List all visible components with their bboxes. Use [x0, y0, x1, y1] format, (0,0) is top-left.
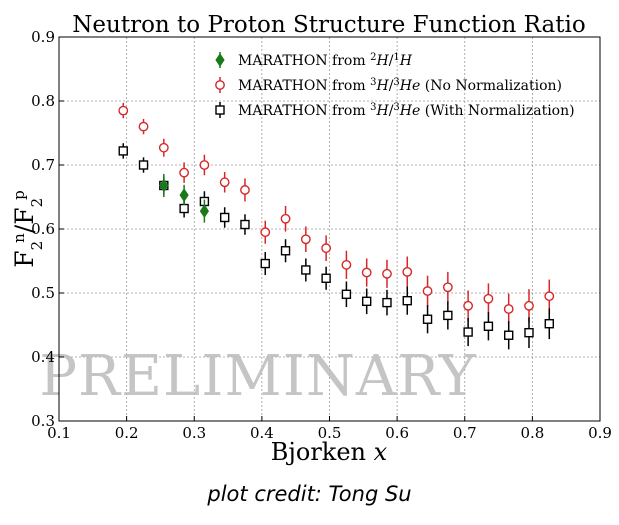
data-point-circle [179, 167, 190, 178]
data-point-square [524, 327, 534, 338]
data-point-circle [544, 291, 555, 302]
plot-credit: plot credit: Tong Su [207, 482, 412, 506]
data-point-square [443, 310, 453, 321]
data-point-square [219, 212, 230, 223]
data-point-square [483, 321, 494, 331]
data-point-square [321, 273, 331, 283]
data-point-circle [524, 300, 534, 311]
data-point-square [341, 289, 352, 299]
data-point-square [422, 314, 433, 324]
data-point-square [138, 160, 149, 170]
y-tick-label: 0.8 [31, 92, 55, 110]
x-tick-label: 0.8 [520, 424, 544, 442]
x-axis-label: Bjorken x [271, 438, 388, 466]
data-point-circle [138, 121, 149, 132]
y-tick-label: 0.6 [31, 220, 55, 238]
series-diamond [159, 173, 209, 223]
x-tick-label: 0.3 [182, 424, 206, 442]
data-point-circle [260, 227, 271, 238]
data-point-square [463, 327, 473, 337]
chart: PRELIMINARY 0.1 0.2 0.3 0.4 0.5 0.6 0.7 0.8 0.9 … [10, 12, 612, 466]
data-point-square [544, 319, 554, 329]
data-point-circle [199, 160, 210, 170]
data-point-diamond [159, 178, 169, 193]
data-point-square [260, 258, 270, 269]
data-point-square [402, 295, 412, 306]
data-point-circle [483, 293, 494, 304]
y-tick-label: 0.7 [31, 156, 55, 174]
y-tick-label: 0.4 [31, 348, 55, 366]
x-tick-label: 0.6 [385, 424, 409, 442]
data-point-square [504, 330, 514, 340]
x-tick-label: 0.1 [47, 424, 71, 442]
y-tick-label: 0.5 [31, 284, 55, 302]
data-point-circle [503, 304, 514, 314]
data-point-square [240, 219, 250, 230]
data-point-circle [341, 259, 352, 270]
data-point-square [301, 265, 311, 275]
data-point-circle [463, 300, 474, 311]
x-tick-label: 0.4 [250, 424, 274, 442]
data-point-circle [382, 268, 392, 279]
y-axis-label: F2n/F2p [10, 190, 46, 268]
data-point-circle [402, 266, 413, 277]
legend-marker-circle [215, 77, 225, 93]
legend-marker-square [215, 102, 225, 118]
data-point-diamond [199, 204, 209, 218]
data-point-square [118, 146, 128, 156]
data-point-circle [219, 177, 230, 188]
series-circle [118, 102, 555, 325]
y-ticks: 0.3 0.4 0.5 0.6 0.7 0.8 0.9 [31, 28, 64, 430]
legend: MARATHON from 2H/1H MARATHON from 3H/3He… [215, 52, 575, 120]
data-series [118, 102, 555, 350]
data-point-square [361, 296, 372, 307]
data-point-circle [442, 282, 453, 293]
legend-label-no-normalization: MARATHON from 3H/3He (No Normalization) [238, 77, 562, 95]
data-point-circle [280, 213, 291, 224]
data-point-circle [118, 105, 129, 116]
data-point-circle [300, 234, 311, 245]
y-tick-label: 0.9 [31, 28, 55, 46]
chart-title: Neutron to Proton Structure Function Rat… [72, 12, 585, 38]
data-point-circle [240, 185, 250, 195]
x-tick-label: 0.7 [453, 424, 477, 442]
data-point-square [179, 203, 189, 214]
x-tick-label: 0.5 [318, 424, 342, 442]
data-point-circle [361, 267, 372, 278]
series-square [118, 143, 554, 350]
x-tick-label: 0.9 [588, 424, 612, 442]
y-tick-label: 0.3 [31, 412, 55, 430]
data-point-circle [422, 286, 433, 296]
x-ticks: 0.1 0.2 0.3 0.4 0.5 0.6 0.7 0.8 0.9 [47, 416, 612, 442]
x-tick-label: 0.2 [115, 424, 139, 442]
data-point-circle [321, 243, 332, 254]
data-point-square [280, 246, 291, 256]
legend-marker-diamond [215, 52, 225, 68]
data-point-circle [158, 142, 169, 153]
data-point-diamond [179, 188, 189, 202]
watermark: PRELIMINARY [39, 344, 476, 409]
data-point-square [382, 297, 392, 308]
legend-label-with-normalization: MARATHON from 3H/3He (With Normalization… [238, 102, 575, 120]
legend-label-2h-1h: MARATHON from 2H/1H [238, 52, 413, 70]
